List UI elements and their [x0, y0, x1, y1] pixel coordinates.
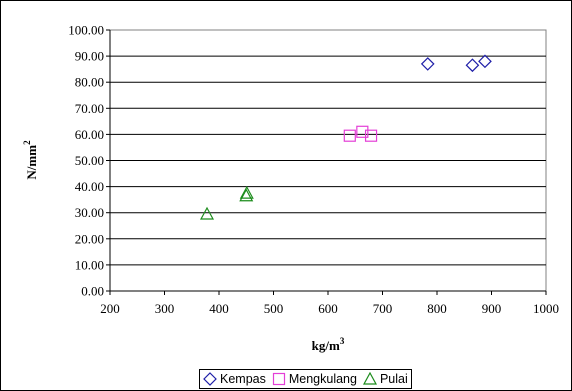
y-tick-label: 40.00 [75, 179, 104, 194]
kempas-point [478, 54, 492, 69]
legend-marker [203, 372, 217, 386]
y-tick-label: 0.00 [81, 284, 104, 299]
pulai-point [199, 206, 215, 220]
y-axis-title: N/mm2 [22, 140, 39, 180]
mengkulang-point [343, 129, 356, 142]
legend-marker [272, 372, 285, 386]
y-tick-label: 10.00 [75, 257, 104, 272]
y-tick-label: 20.00 [75, 231, 104, 246]
kempas-point [420, 57, 435, 71]
y-axis-ticks: 0.00 10.00 20.00 30.00 40.00 50.00 60.00 70.00 8… [68, 23, 111, 299]
legend-label: Kempas [220, 372, 266, 386]
y-tick-label: 60.00 [75, 127, 104, 142]
pulai-point [239, 185, 254, 199]
legend: Kempas Mengkulang Pulai [199, 369, 412, 389]
x-axis-title: kg/m3 [312, 336, 345, 353]
x-tick-label: 900 [482, 301, 502, 316]
data-points [199, 54, 492, 220]
x-tick-label: 700 [373, 301, 393, 316]
y-tick-label: 70.00 [75, 101, 104, 116]
square-marker-icon [272, 372, 285, 386]
y-tick-label: 30.00 [75, 205, 104, 220]
kempas-point [465, 58, 480, 73]
gridlines [110, 55, 546, 266]
mengkulang-point [356, 125, 369, 138]
x-tick-label: 400 [209, 301, 229, 316]
legend-item-kempas: Kempas [203, 372, 266, 386]
x-tick-label: 800 [427, 301, 447, 316]
x-tick-label: 500 [264, 301, 284, 316]
y-tick-label: 90.00 [75, 49, 104, 64]
legend-item-mengkulang: Mengkulang [272, 372, 357, 386]
x-axis-ticks: 200 300 400 500 600 700 800 900 1000 [100, 290, 559, 316]
legend-marker [362, 372, 377, 385]
x-tick-label: 1000 [533, 301, 559, 316]
x-tick-label: 200 [100, 301, 120, 316]
y-tick-label: 100.00 [68, 23, 104, 38]
triangle-marker-icon [362, 372, 377, 385]
x-tick-label: 300 [155, 301, 175, 316]
legend-label: Pulai [379, 372, 408, 386]
diamond-marker-icon [203, 372, 217, 386]
y-tick-label: 80.00 [75, 75, 104, 90]
mengkulang-point [364, 129, 378, 142]
y-tick-label: 50.00 [75, 153, 104, 168]
legend-item-pulai: Pulai [362, 372, 408, 386]
pulai-point [239, 188, 254, 202]
legend-label: Mengkulang [288, 372, 357, 386]
x-tick-label: 600 [318, 301, 338, 316]
